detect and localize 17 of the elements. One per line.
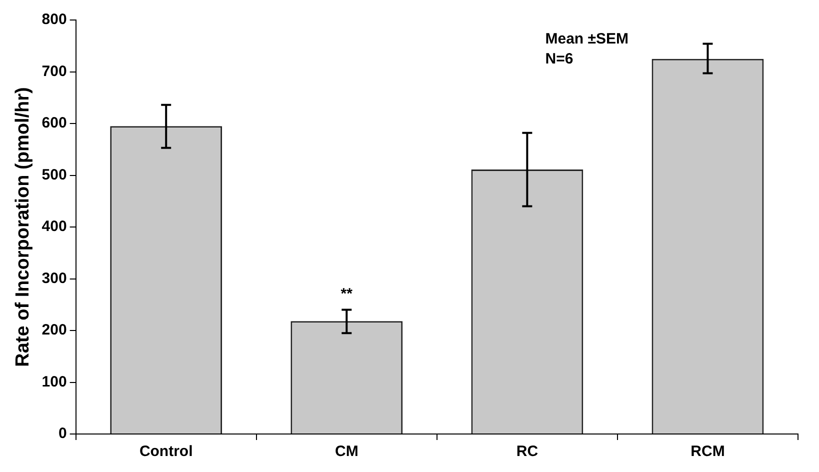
- x-tick-label: RC: [516, 443, 538, 460]
- y-tick-label: 500: [42, 166, 67, 184]
- x-tick-label: Control: [139, 443, 193, 460]
- y-tick-label: 200: [42, 322, 67, 339]
- y-tick-label: 0: [58, 425, 67, 442]
- y-tick-label: 300: [42, 270, 67, 287]
- y-axis-title: Rate of Incorporation (pmol/hr): [12, 87, 34, 367]
- y-tick-label: 800: [42, 11, 67, 28]
- annotation: N=6: [545, 50, 574, 68]
- x-tick-label: RCM: [690, 443, 725, 460]
- y-tick-label: 100: [42, 373, 67, 390]
- annotation: Mean ±SEM: [545, 30, 628, 48]
- y-tick-label: 700: [42, 62, 67, 80]
- x-tick-label: CM: [334, 443, 358, 460]
- y-tick-label: 600: [42, 114, 67, 132]
- y-tick-label: 400: [42, 218, 67, 236]
- annotation: **: [340, 285, 353, 302]
